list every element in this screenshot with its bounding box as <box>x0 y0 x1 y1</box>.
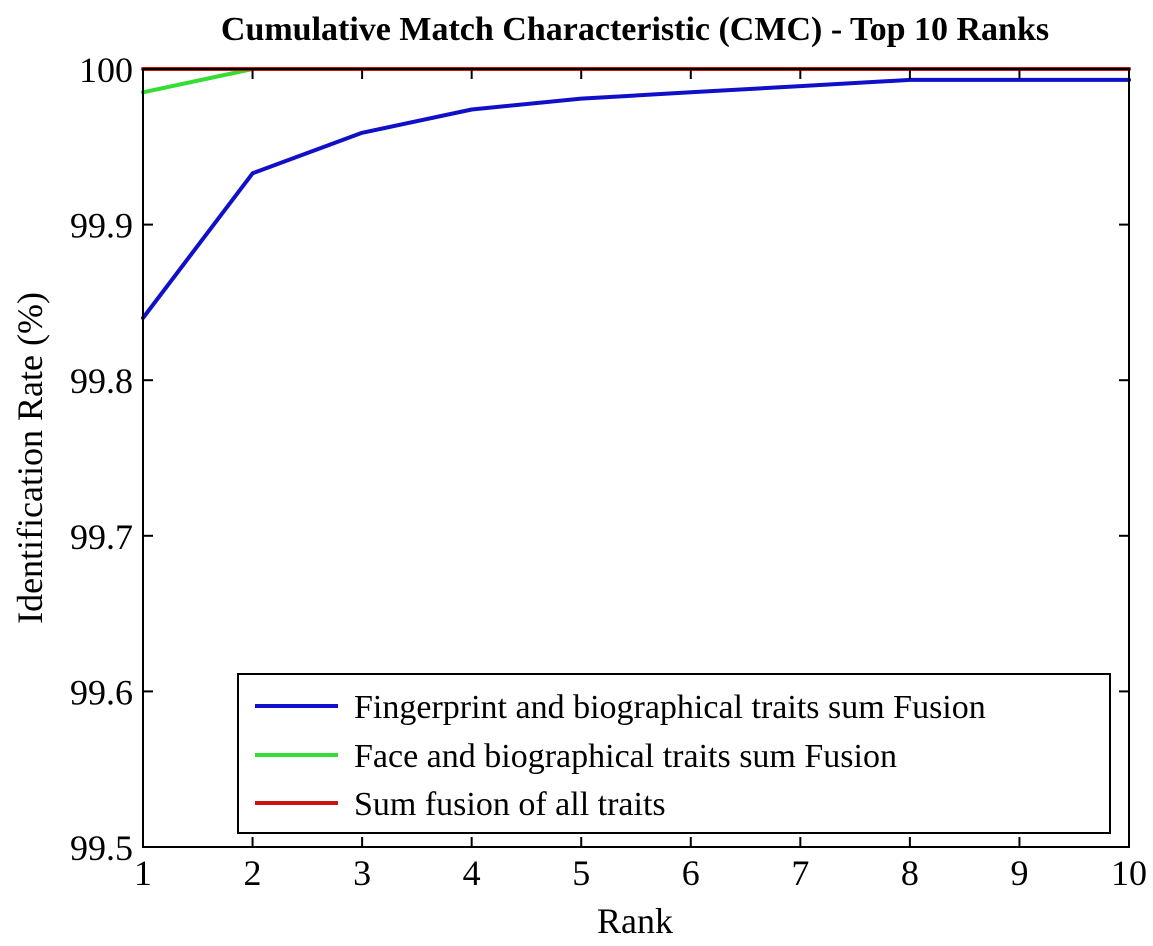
plot-frame <box>142 68 1130 848</box>
y-tick-label: 99.7 <box>70 517 133 557</box>
x-tick-label: 3 <box>353 853 371 893</box>
y-tick-label: 100 <box>79 50 133 90</box>
x-tick-label: 7 <box>791 853 809 893</box>
x-tick-label: 8 <box>901 853 919 893</box>
x-tick-label: 1 <box>134 853 152 893</box>
x-tick-label: 2 <box>244 853 262 893</box>
legend-box <box>237 673 1111 834</box>
y-axis-label: Identification Rate (%) <box>10 292 50 624</box>
y-tick-label: 99.6 <box>70 672 133 712</box>
chart-title: Cumulative Match Characteristic (CMC) - … <box>221 11 1049 48</box>
y-tick-label: 99.9 <box>70 206 133 246</box>
x-tick-label: 10 <box>1111 853 1147 893</box>
tick-layer: 1 2 3 4 5 6 7 8 9 10 99.5 99.6 99.7 99.8 99.9 100 <box>70 50 1147 893</box>
legend-label-0: Fingerprint and biographical traits sum … <box>354 689 986 726</box>
x-tick-label: 5 <box>572 853 590 893</box>
y-tick-label: 99.8 <box>70 361 133 401</box>
series-layer <box>141 67 1131 320</box>
legend: Fingerprint and biographical traits sum … <box>237 673 1111 834</box>
x-tick-label: 4 <box>463 853 481 893</box>
x-axis-label: Rank <box>597 901 673 941</box>
legend-label-1: Face and biographical traits sum Fusion <box>354 738 897 775</box>
y-tick-label: 99.5 <box>70 828 133 868</box>
series-line-0 <box>141 77 1131 320</box>
legend-label-2: Sum fusion of all traits <box>354 786 666 823</box>
x-tick-label: 9 <box>1010 853 1028 893</box>
x-tick-label: 6 <box>682 853 700 893</box>
